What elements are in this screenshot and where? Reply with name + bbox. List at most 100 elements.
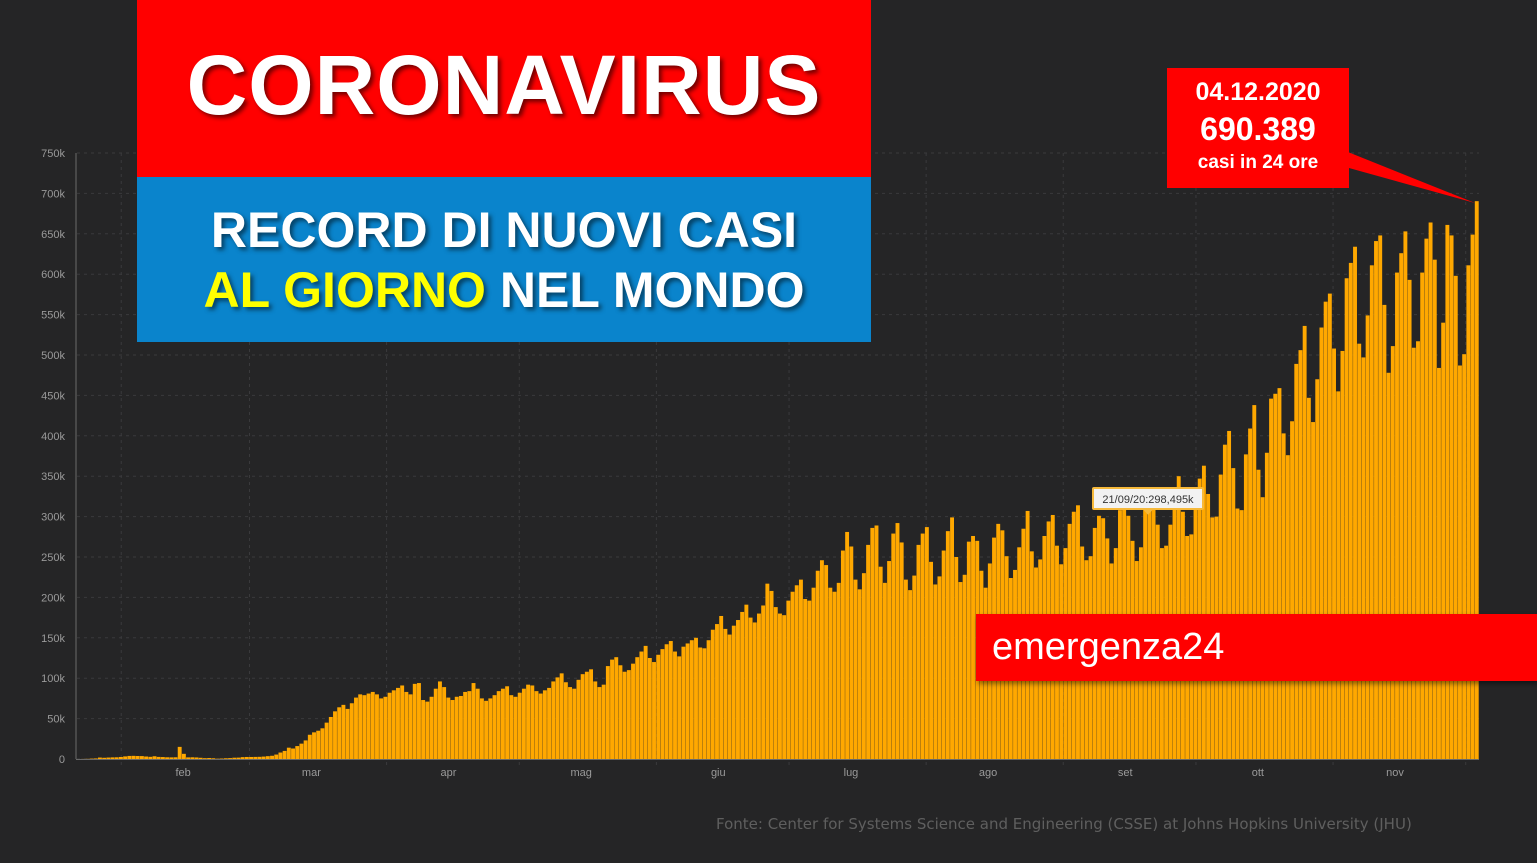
bar (736, 620, 740, 759)
bar (324, 722, 329, 759)
bar (412, 683, 417, 759)
bar (118, 756, 123, 759)
bar (169, 757, 174, 759)
bar (442, 687, 447, 759)
bar (1353, 246, 1357, 760)
bar (458, 695, 463, 759)
bar (647, 658, 652, 759)
brand-label: emergenza24 (992, 626, 1225, 668)
bar (261, 756, 266, 759)
subtitle-rest: NEL MONDO (499, 261, 805, 318)
bar (551, 681, 556, 759)
bar (391, 690, 396, 759)
bar (593, 681, 598, 759)
bar (559, 673, 564, 759)
bar (887, 561, 892, 759)
bar (471, 683, 476, 759)
bar (912, 575, 917, 759)
bar (605, 666, 610, 759)
bar (618, 665, 623, 759)
bar (1445, 224, 1450, 759)
bar (303, 740, 308, 759)
bar (370, 691, 375, 759)
x-tick-label: set (1118, 767, 1133, 779)
bar (1248, 428, 1253, 759)
bar (895, 523, 900, 759)
bar (358, 694, 363, 759)
bar (274, 754, 279, 759)
bar (517, 692, 522, 759)
bar (908, 590, 913, 759)
bar (685, 643, 690, 759)
x-tick-label: mar (302, 767, 321, 779)
bar (1357, 343, 1362, 759)
bar (1407, 279, 1412, 759)
bar (1399, 253, 1404, 759)
bar (941, 550, 946, 759)
bar (1290, 421, 1295, 759)
bar (1374, 241, 1378, 759)
subtitle-highlight-al: AL (203, 261, 270, 318)
subtitle-line-2: AL GIORNO NEL MONDO (204, 260, 805, 320)
bar (631, 663, 635, 759)
bar (547, 687, 552, 759)
bar (715, 624, 719, 759)
bar (1222, 444, 1227, 759)
subtitle-line-1: RECORD DI NUOVI CASI (210, 201, 798, 258)
bar (479, 698, 484, 759)
bar (1428, 222, 1433, 760)
bar (144, 756, 149, 759)
bar (882, 582, 887, 759)
bar (307, 734, 312, 759)
x-tick-label: ago (979, 767, 997, 779)
bar (568, 687, 573, 759)
bar (849, 546, 854, 759)
bar (1201, 465, 1206, 759)
bar (1403, 231, 1408, 759)
bar (509, 695, 514, 759)
bar (1386, 372, 1391, 759)
bar (815, 570, 820, 759)
bar (135, 756, 140, 759)
bar (320, 728, 325, 759)
bar (840, 550, 845, 759)
y-tick-label: 500k (41, 350, 65, 362)
y-tick-label: 150k (41, 633, 65, 645)
bar (530, 685, 535, 759)
bar (211, 758, 216, 759)
bar (828, 587, 833, 759)
bar (744, 604, 749, 759)
bar (622, 671, 627, 759)
bar (807, 600, 812, 759)
bar (819, 560, 824, 759)
bar (1390, 346, 1395, 759)
bar (555, 677, 560, 759)
chart-axes: 0 50k 100k 150k 200k 250k 300k 350k 400k 450k 500k… (41, 148, 1479, 779)
bar (526, 684, 531, 759)
bar (563, 682, 568, 759)
bar (652, 662, 656, 759)
bar (958, 582, 963, 759)
bar (345, 708, 350, 759)
y-tick-label: 450k (41, 390, 65, 402)
bar (853, 579, 858, 759)
bar (408, 694, 413, 759)
bar (232, 757, 237, 759)
bar (123, 756, 128, 759)
bar (778, 613, 782, 759)
record-callout: 04.12.2020 690.389 casi in 24 ore (1167, 68, 1349, 188)
x-tick-label: lug (844, 767, 859, 779)
bar (291, 748, 295, 759)
bar (1395, 272, 1399, 759)
bar (589, 669, 594, 759)
bar (228, 758, 233, 759)
bar (748, 617, 753, 759)
bar (152, 756, 157, 759)
bar (576, 679, 581, 759)
bar (584, 671, 589, 759)
bar (601, 684, 606, 759)
bar (1361, 357, 1366, 759)
bar (463, 691, 468, 759)
bar (1378, 235, 1383, 760)
bar (1319, 327, 1324, 759)
